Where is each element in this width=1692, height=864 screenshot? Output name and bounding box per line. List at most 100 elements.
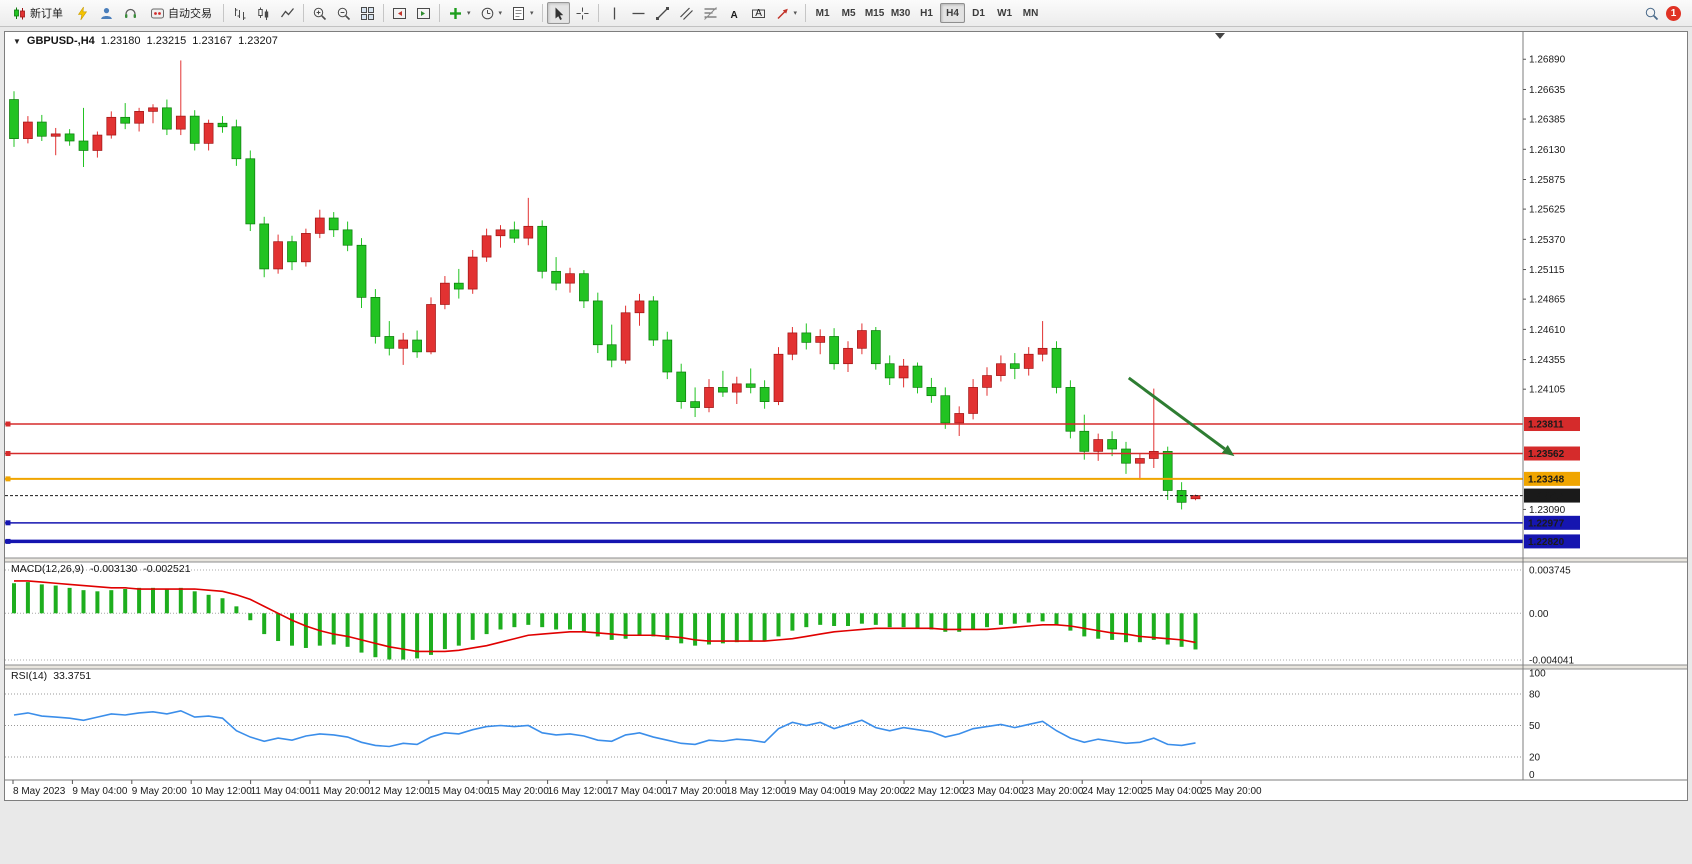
crosshair-tool-button[interactable] [571, 2, 594, 24]
horizontal-line-tool-button[interactable] [627, 2, 650, 24]
line-anchor-handle[interactable] [5, 451, 11, 457]
macd-bar [943, 613, 948, 632]
candle [870, 326, 881, 370]
macd-bar [401, 613, 406, 660]
trendline-tool-button[interactable] [651, 2, 674, 24]
timeframe-h1-button[interactable]: H1 [920, 7, 933, 19]
time-axis-label: 25 May 04:00 [1142, 786, 1203, 797]
timeframe-w1-button[interactable]: W1 [997, 7, 1013, 19]
autotrading-button[interactable]: 自动交易 [143, 2, 219, 24]
time-axis-label: 10 May 12:00 [191, 786, 252, 797]
text-label-tool-button[interactable]: A [747, 2, 770, 24]
new-order-icon [12, 6, 27, 21]
macd-bar [123, 589, 128, 614]
candle [745, 368, 756, 394]
timeframe-m1-button[interactable]: M1 [815, 7, 830, 19]
macd-bar [1054, 613, 1059, 625]
candle [634, 293, 645, 326]
time-axis-label: 16 May 12:00 [548, 786, 609, 797]
candle [495, 225, 506, 248]
clock-icon [480, 6, 495, 21]
macd-bar [373, 613, 378, 658]
candle [1009, 353, 1020, 380]
auto-scroll-button[interactable] [412, 2, 435, 24]
toolbar-separator [541, 4, 543, 22]
timeframe-m30-button[interactable]: M30 [890, 7, 911, 19]
fibonacci-tool-button[interactable] [699, 2, 722, 24]
text-tool-button[interactable]: A [723, 2, 746, 24]
candle [23, 116, 33, 144]
macd-bar [137, 587, 142, 614]
macd-bar [554, 613, 559, 630]
macd-bar [1082, 613, 1087, 637]
time-axis-label: 8 May 2023 [13, 786, 66, 797]
zoom-in-button[interactable] [308, 2, 331, 24]
macd-bar [526, 613, 531, 625]
macd-bar [734, 613, 739, 643]
timeframe-mn-button[interactable]: MN [1022, 7, 1039, 19]
vertical-line-icon [607, 6, 622, 21]
candlestick-chart-button[interactable] [252, 2, 275, 24]
time-axis-label: 19 May 20:00 [845, 786, 906, 797]
macd-bar [1151, 613, 1156, 640]
line-anchor-handle[interactable] [5, 520, 11, 526]
macd-bar [470, 613, 475, 640]
templates-button[interactable]: ▾ [507, 2, 538, 24]
timeframe-d1-button[interactable]: D1 [972, 7, 985, 19]
price-chart-canvas[interactable]: 1.26890 1.26635 1.26385 1.26130 1.25875 1.256… [5, 32, 1687, 800]
candle [704, 379, 714, 413]
candle [759, 380, 770, 409]
time-axis-label: 9 May 20:00 [132, 786, 187, 797]
support-button[interactable] [119, 2, 142, 24]
macd-bar [693, 613, 698, 646]
trendline-icon [655, 6, 670, 21]
search-button[interactable] [1640, 2, 1663, 24]
candle [301, 228, 311, 267]
periods-button[interactable]: ▾ [476, 2, 507, 24]
svg-text:1.22820: 1.22820 [1528, 537, 1565, 548]
lightning-icon [75, 6, 90, 21]
macd-bar [1026, 613, 1031, 623]
market-watch-button[interactable] [71, 2, 94, 24]
candle [1037, 321, 1048, 362]
chart-shift-marker[interactable] [1215, 33, 1225, 39]
line-anchor-handle[interactable] [5, 421, 11, 427]
tile-windows-button[interactable] [356, 2, 379, 24]
macd-bar [262, 613, 267, 635]
channel-tool-button[interactable] [675, 2, 698, 24]
indicators-button[interactable]: ▾ [444, 2, 475, 24]
line-anchor-handle[interactable] [5, 476, 11, 482]
candle [148, 104, 158, 124]
notification-badge[interactable]: 1 [1666, 5, 1681, 21]
zoom-out-button[interactable] [332, 2, 355, 24]
macd-bar [317, 613, 322, 646]
macd-bar [720, 613, 725, 644]
macd-bar [456, 613, 461, 646]
candle [203, 119, 214, 151]
time-axis-label: 9 May 04:00 [72, 786, 127, 797]
macd-bar [192, 591, 197, 614]
vertical-line-tool-button[interactable] [603, 2, 626, 24]
timeframe-m5-button[interactable]: M5 [841, 7, 856, 19]
candle [287, 235, 297, 271]
accounts-button[interactable] [95, 2, 118, 24]
bar-chart-button[interactable] [228, 2, 251, 24]
panel-splitter[interactable] [5, 558, 1687, 562]
chart-shift-button[interactable] [388, 2, 411, 24]
macd-bar [887, 613, 892, 628]
macd-bar [12, 583, 16, 614]
line-anchor-handle[interactable] [5, 538, 11, 544]
macd-bar [790, 613, 795, 631]
timeframe-m15-button[interactable]: M15 [864, 7, 885, 19]
panel-splitter[interactable] [5, 665, 1687, 669]
arrow-shapes-icon [775, 6, 790, 21]
candle [787, 326, 798, 361]
candle [579, 270, 589, 309]
arrows-tool-button[interactable]: ▾ [771, 2, 802, 24]
new-order-button[interactable]: 新订单 [5, 2, 70, 24]
macd-bar [303, 613, 308, 648]
cursor-tool-button[interactable] [546, 2, 570, 24]
timeframe-h4-button[interactable]: H4 [940, 3, 966, 23]
line-chart-button[interactable] [276, 2, 299, 24]
trend-arrow[interactable] [1127, 376, 1226, 451]
